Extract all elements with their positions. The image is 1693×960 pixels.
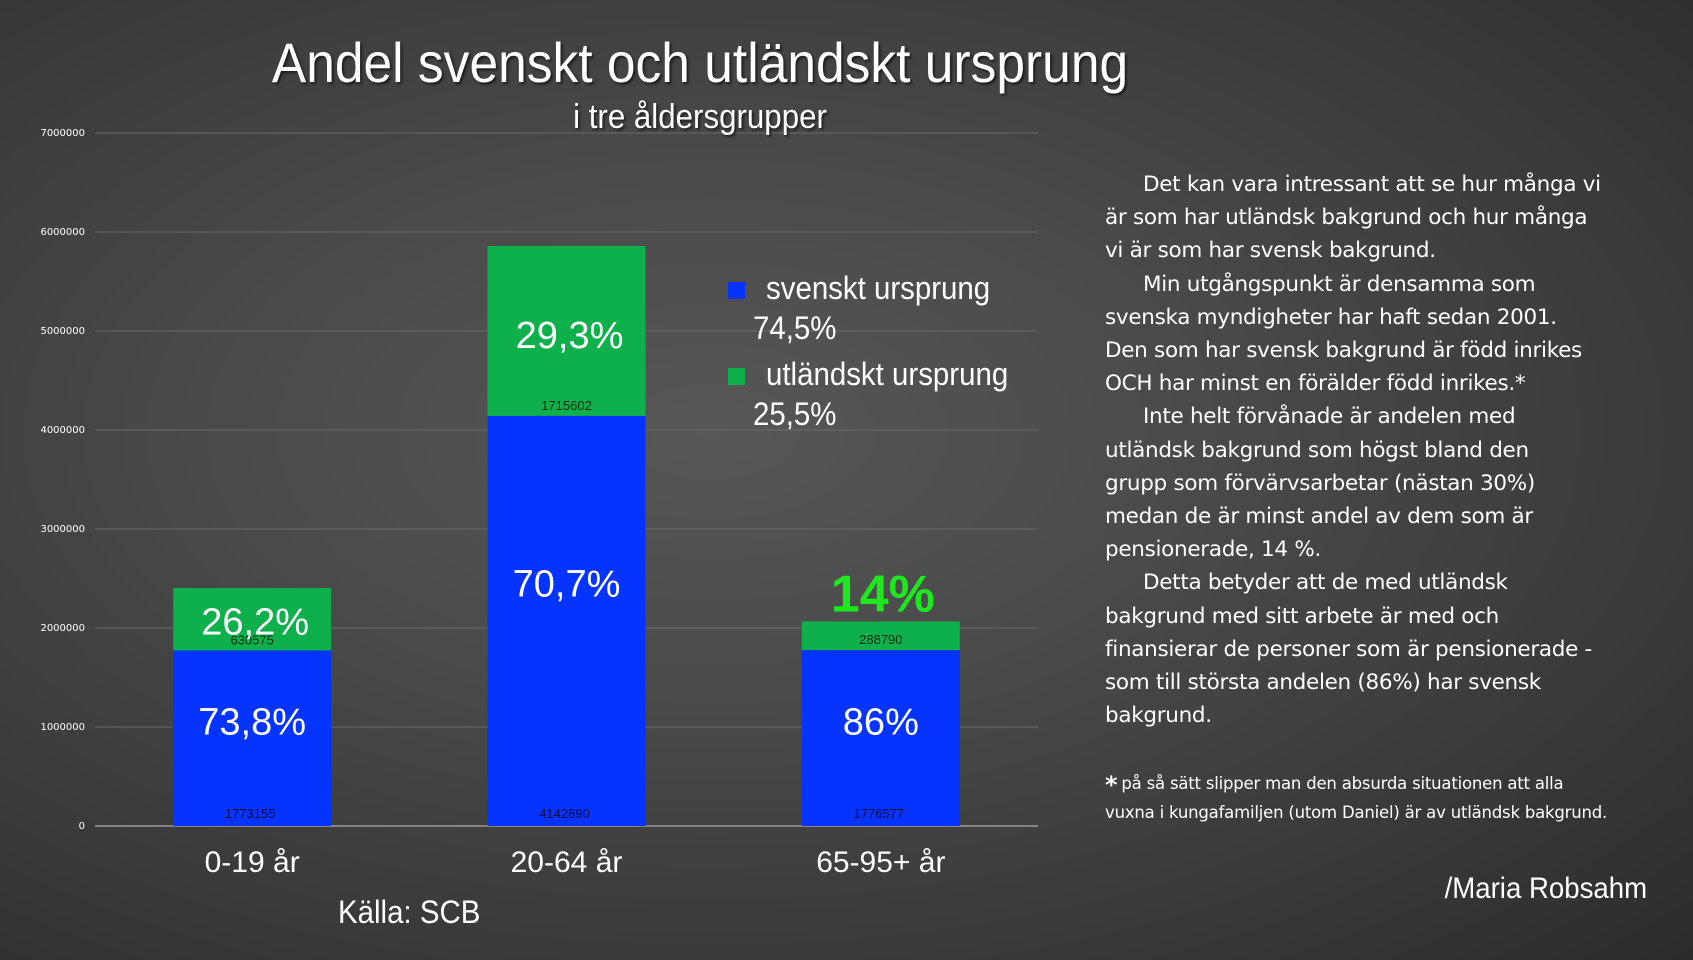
x-axis-category-label: 20-64 år <box>511 846 623 879</box>
bars: 1773155 630575 73,8% 26,2% 4142890 1715602 70,… <box>173 246 960 826</box>
signature: /Maria Robsahm <box>1444 872 1647 905</box>
legend-label: utländskt ursprung <box>766 356 1009 392</box>
percent-label-svenskt: 73,8% <box>198 702 306 744</box>
footnote: * på så sätt slipper man den absurda situ… <box>1105 770 1685 826</box>
legend-percent: 74,5% <box>753 310 837 346</box>
source-label: Källa: SCB <box>338 894 481 930</box>
legend-swatch-blue <box>728 282 745 299</box>
legend-swatch-green <box>728 368 745 385</box>
legend-percent: 25,5% <box>753 396 837 432</box>
y-axis-ticks: 0 1000000 2000000 3000000 4000000 5000000 6000… <box>40 128 85 832</box>
y-tick-label: 4000000 <box>40 425 85 436</box>
commentary-text: Det kan vara intressant att se hur många… <box>1105 168 1665 732</box>
y-tick-label: 0 <box>79 821 85 832</box>
chart-subtitle: i tre åldersgrupper <box>573 98 827 136</box>
y-tick-label: 2000000 <box>40 623 85 634</box>
percent-label-svenskt: 70,7% <box>513 563 621 605</box>
y-tick-label: 7000000 <box>40 128 85 139</box>
x-axis-category-label: 65-95+ år <box>816 846 945 879</box>
percent-label-utlandskt: 29,3% <box>516 315 624 357</box>
percent-label-svenskt: 86% <box>843 702 919 744</box>
value-label-svenskt: 1776577 <box>854 806 905 821</box>
bar-utlandskt-ursprung <box>801 621 960 651</box>
commentary-paragraph: Inte helt förvånade är andelen med utlän… <box>1105 404 1536 563</box>
value-label-utlandskt: 1715602 <box>541 398 592 413</box>
footnote-text: på så sätt slipper man den absurda situa… <box>1105 774 1608 822</box>
highlight-annotation: 14% <box>831 566 935 624</box>
bar-svenskt-ursprung <box>173 650 332 826</box>
bar-svenskt-ursprung <box>487 415 646 826</box>
footnote-marker: * <box>1105 771 1118 799</box>
commentary-paragraph: Detta betyder att de med utländsk bakgru… <box>1105 570 1593 729</box>
bar-utlandskt-ursprung <box>487 246 646 416</box>
percent-label-utlandskt: 26,2% <box>201 601 309 643</box>
value-label-svenskt: 1773155 <box>225 806 276 821</box>
x-axis-category-label: 0-19 år <box>205 846 300 879</box>
value-label-utlandskt: 288790 <box>859 632 902 647</box>
value-label-svenskt: 4142890 <box>539 806 590 821</box>
y-tick-label: 5000000 <box>40 326 85 337</box>
commentary-paragraph: Det kan vara intressant att se hur många… <box>1105 172 1601 264</box>
commentary-paragraph: Min utgångspunkt är densamma som svenska… <box>1105 271 1582 397</box>
x-axis-labels: 0-19 år 20-64 år 65-95+ år <box>205 846 946 879</box>
y-tick-label: 1000000 <box>40 722 85 733</box>
bar-svenskt-ursprung <box>801 650 960 826</box>
value-label-utlandskt: 630575 <box>230 632 273 647</box>
chart-title: Andel svenskt och utländskt ursprung <box>271 31 1129 94</box>
bar-utlandskt-ursprung <box>173 588 332 651</box>
y-tick-label: 6000000 <box>40 227 85 238</box>
y-tick-label: 3000000 <box>40 524 85 535</box>
legend-label: svenskt ursprung <box>766 270 991 306</box>
